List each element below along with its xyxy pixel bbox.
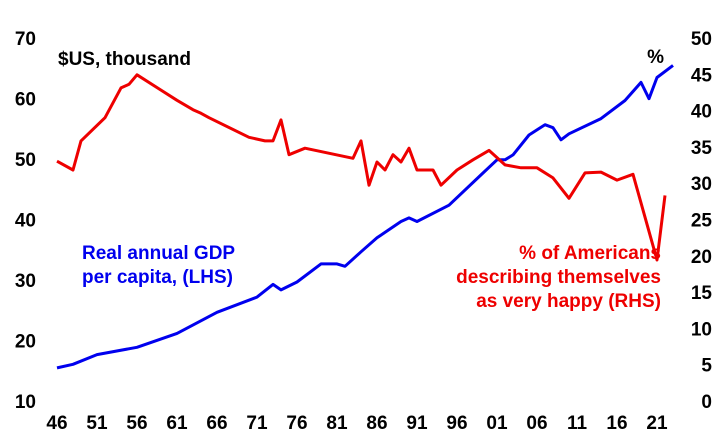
series-line (56, 64, 674, 370)
y2-tick-label: 15 (691, 283, 713, 304)
y2-tick-label: 20 (691, 247, 712, 268)
y-tick-label: 50 (15, 150, 36, 171)
y2-unit-label: % (647, 47, 664, 68)
x-tick-label: 56 (126, 413, 147, 434)
x-tick-label: 11 (567, 413, 588, 434)
annotation: % of Americans (519, 243, 661, 264)
y2-tick-label: 30 (691, 174, 712, 195)
y2-tick-label: 35 (691, 138, 713, 159)
y2-tick-label: 10 (691, 319, 712, 340)
x-tick-label: 06 (526, 413, 547, 434)
y2-tick-label: 5 (701, 356, 712, 377)
series-line (56, 73, 667, 262)
x-tick-label: 21 (646, 413, 668, 434)
y-tick-label: 60 (15, 90, 36, 111)
annotation: Real annual GDP (82, 243, 235, 264)
y2-tick-label: 25 (691, 211, 713, 232)
y-tick-label: 10 (15, 392, 36, 413)
y-tick-label: 70 (15, 29, 36, 50)
y2-tick-label: 40 (691, 102, 712, 123)
x-tick-label: 16 (606, 413, 627, 434)
x-tick-label: 66 (206, 413, 227, 434)
y-tick-label: 30 (15, 271, 36, 292)
annotation: per capita, (LHS) (82, 267, 233, 288)
annotation: describing themselves (456, 267, 661, 288)
y2-tick-label: 45 (691, 65, 713, 86)
x-tick-label: 91 (406, 413, 428, 434)
x-tick-label: 76 (286, 413, 307, 434)
annotation: as very happy (RHS) (476, 291, 661, 312)
x-tick-label: 46 (46, 413, 67, 434)
y2-tick-label: 0 (701, 392, 712, 413)
y-tick-label: 40 (15, 211, 36, 232)
x-tick-label: 51 (86, 413, 108, 434)
x-tick-label: 71 (246, 413, 268, 434)
y-tick-label: 20 (15, 332, 36, 353)
x-tick-label: 81 (326, 413, 348, 434)
x-tick-label: 96 (446, 413, 467, 434)
x-tick-label: 61 (166, 413, 188, 434)
x-tick-label: 86 (366, 413, 387, 434)
x-tick-label: 01 (486, 413, 508, 434)
y2-tick-label: 50 (691, 29, 712, 50)
y-unit-label: $US, thousand (58, 49, 191, 70)
